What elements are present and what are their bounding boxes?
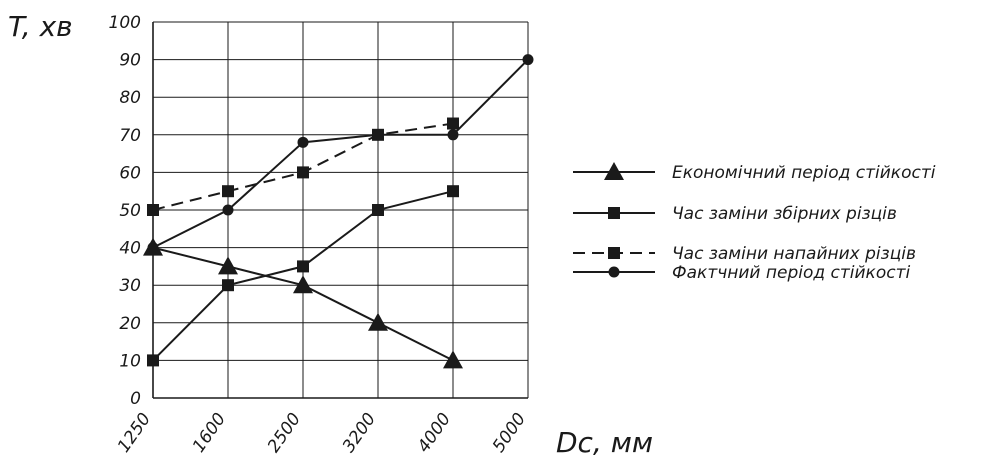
legend-label: Фактчний період стійкості [672,263,910,283]
x-tick-label: 4000 [414,409,455,456]
y-tick-label: 30 [119,276,141,296]
legend-item-0: Економічний період стійкості [573,162,936,183]
legend-item-2: Час заміни напайних різців [573,244,916,264]
data-point [222,185,234,198]
grid [152,21,529,399]
legend-item-1: Час заміни збірних різців [573,204,897,224]
y-axis-title: T, хв [8,10,73,43]
data-point [222,279,234,292]
series-group [143,54,534,369]
axes: 0 10 20 30 40 50 60 70 80 90 100 1250 1600 2500 3200 40… [109,13,531,456]
data-point [222,204,234,216]
y-tick-label: 10 [119,351,141,371]
x-tick-label: 5000 [489,409,530,456]
x-tick-label: 1250 [114,409,155,456]
y-tick-label: 50 [119,201,141,221]
x-tick-label: 1600 [189,409,230,456]
y-tick-label: 80 [119,88,141,108]
legend-marker [608,247,620,259]
data-point [293,275,313,294]
legend-marker [608,207,620,219]
y-tick-label: 100 [109,13,141,33]
y-tick-label: 20 [119,314,141,334]
data-point [372,129,384,141]
legend-label: Економічний період стійкості [672,163,936,183]
data-point [372,204,384,216]
series-line [152,58,529,249]
y-tick-label: 60 [119,163,141,183]
x-tick-label: 2500 [264,409,305,456]
data-point [297,260,309,273]
x-axis-title: Dc, мм [556,426,653,459]
y-tick-label: 40 [119,239,141,259]
x-tick-label: 3200 [339,409,380,456]
data-point [447,117,459,130]
data-point [147,242,159,254]
legend: Економічний період стійкості Час заміни з… [573,162,936,283]
data-point [218,256,238,275]
legend-label: Час заміни збірних різців [672,204,897,224]
data-point [297,136,309,148]
series-3 [147,54,534,254]
data-point [522,54,534,66]
data-point [297,166,309,179]
data-point [147,204,159,216]
y-tick-label: 70 [119,126,141,146]
legend-label: Час заміни напайних різців [672,244,916,264]
y-tick-label: 0 [130,389,141,409]
y-tick-label: 90 [119,51,141,71]
data-point [447,185,459,198]
legend-marker [608,266,620,278]
legend-marker [604,162,624,180]
legend-item-3: Фактчний період стійкості [573,263,910,283]
series-1 [147,185,459,367]
data-point [443,350,463,369]
data-point [147,354,159,367]
data-point [368,312,388,331]
data-point [447,129,459,141]
